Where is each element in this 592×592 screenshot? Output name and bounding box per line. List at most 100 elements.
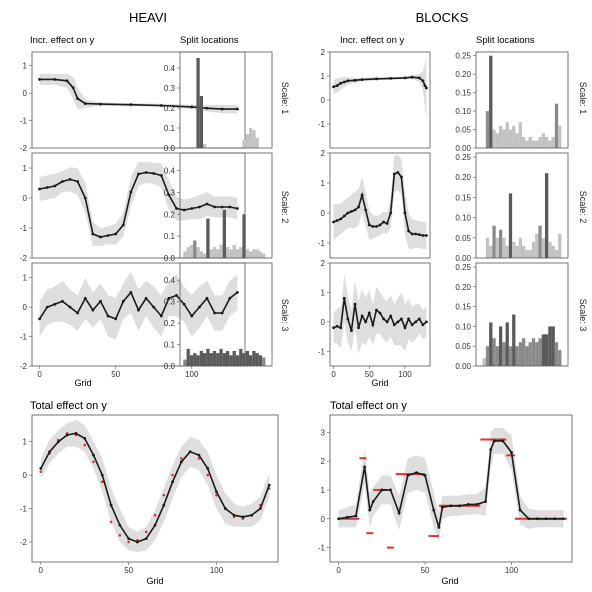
x-tick-label: 50 bbox=[124, 566, 133, 575]
truth-point bbox=[92, 460, 95, 464]
panel-8: -1 0 1 2 bbox=[318, 149, 431, 259]
estimate-point bbox=[339, 326, 343, 330]
y-tick-label: 1 bbox=[23, 438, 28, 447]
split-bar bbox=[522, 338, 526, 366]
estimate-point bbox=[421, 323, 425, 327]
estimate-point bbox=[440, 505, 444, 509]
split-bar bbox=[499, 229, 503, 258]
panel-frame bbox=[179, 51, 273, 149]
y-tick-label: 1 bbox=[321, 288, 326, 297]
estimate-point bbox=[484, 500, 487, 503]
split-bar bbox=[222, 353, 226, 366]
split-bar bbox=[242, 353, 246, 366]
estimate-point bbox=[518, 508, 522, 512]
split-bar bbox=[255, 353, 259, 366]
split-bar bbox=[183, 359, 187, 366]
strip-scale-1: Scale: 1 bbox=[280, 82, 290, 115]
y-tick-label: 2 bbox=[321, 149, 326, 158]
split-bar bbox=[528, 249, 532, 258]
estimate-point bbox=[65, 79, 69, 83]
estimate-point bbox=[339, 217, 343, 221]
estimate-point bbox=[475, 502, 479, 506]
split-bar bbox=[489, 245, 493, 258]
estimate-point bbox=[335, 84, 339, 87]
y-tick-label: -1 bbox=[20, 117, 28, 126]
credible-band bbox=[40, 420, 270, 552]
y-tick-label: 0.10 bbox=[455, 107, 471, 116]
y-tick-label: 2 bbox=[321, 48, 326, 57]
estimate-point bbox=[403, 326, 407, 330]
y-tick-label: 0.10 bbox=[455, 322, 471, 331]
split-bar bbox=[232, 244, 236, 258]
split-bar bbox=[216, 249, 220, 258]
estimate-point bbox=[417, 317, 421, 321]
split-bar bbox=[196, 355, 200, 366]
estimate-point bbox=[417, 233, 421, 237]
estimate-point bbox=[109, 503, 113, 507]
estimate-point bbox=[61, 299, 64, 303]
x-tick-label: 0 bbox=[37, 370, 42, 379]
split-bar bbox=[548, 140, 552, 148]
estimate-point bbox=[159, 174, 163, 177]
y-tick-label: 0.4 bbox=[164, 276, 176, 285]
estimate-point bbox=[190, 105, 194, 109]
split-bar bbox=[189, 355, 194, 366]
estimate-point bbox=[223, 507, 227, 510]
panel-frame bbox=[31, 414, 279, 563]
estimate-point bbox=[346, 79, 350, 83]
estimate-point bbox=[335, 324, 339, 328]
y-tick-label: -1 bbox=[318, 544, 326, 553]
estimate-point bbox=[83, 296, 87, 300]
truth-point bbox=[109, 520, 113, 524]
split-bar bbox=[222, 209, 226, 258]
y-tick-label: 1 bbox=[23, 164, 28, 173]
estimate-point bbox=[350, 210, 353, 213]
estimate-point bbox=[371, 323, 375, 327]
split-bar bbox=[535, 233, 539, 258]
split-bar bbox=[528, 136, 532, 148]
estimate-point bbox=[364, 320, 368, 324]
split-bar bbox=[541, 133, 545, 148]
panel-frame bbox=[329, 262, 431, 367]
estimate-point bbox=[152, 172, 156, 175]
estimate-point bbox=[410, 323, 414, 327]
y-tick-label: 0.2 bbox=[164, 104, 176, 113]
estimate-point bbox=[332, 220, 335, 224]
panel-frame bbox=[475, 152, 569, 259]
estimate-point bbox=[389, 488, 392, 492]
split-bar bbox=[482, 358, 486, 366]
split-bar bbox=[535, 140, 539, 148]
x-tick-label: 100 bbox=[210, 566, 224, 575]
split-bar bbox=[203, 253, 207, 258]
estimate-point bbox=[527, 517, 531, 521]
split-bar bbox=[219, 244, 223, 258]
strip-scale-3-right: Scale: 3 bbox=[578, 299, 588, 332]
y-tick-label: 0.05 bbox=[455, 234, 471, 243]
split-bar bbox=[531, 241, 536, 258]
y-tick-label: 1 bbox=[321, 72, 326, 81]
estimate-point bbox=[205, 202, 209, 206]
estimate-point bbox=[357, 326, 360, 330]
estimate-point bbox=[48, 450, 51, 454]
estimate-point bbox=[410, 232, 414, 236]
y-tick-label: 0.0 bbox=[164, 254, 176, 263]
estimate-point bbox=[410, 75, 414, 79]
split-bar bbox=[558, 125, 562, 148]
split-bar bbox=[212, 247, 217, 258]
estimate-point bbox=[392, 323, 396, 327]
y-tick-label: 0.1 bbox=[164, 341, 176, 350]
estimate-point bbox=[407, 229, 410, 233]
estimate-point bbox=[417, 76, 421, 80]
estimate-point bbox=[182, 208, 186, 212]
split-bar bbox=[196, 247, 200, 258]
truth-point bbox=[206, 473, 210, 477]
estimate-point bbox=[425, 86, 428, 90]
y-tick-label: 2 bbox=[321, 457, 326, 466]
left-grid-label: Grid bbox=[74, 378, 91, 388]
y-tick-label: 0.25 bbox=[455, 263, 471, 272]
y-tick-label: -2 bbox=[20, 538, 28, 547]
split-bar bbox=[518, 237, 522, 258]
estimate-point bbox=[68, 305, 72, 309]
split-bar bbox=[554, 103, 559, 148]
